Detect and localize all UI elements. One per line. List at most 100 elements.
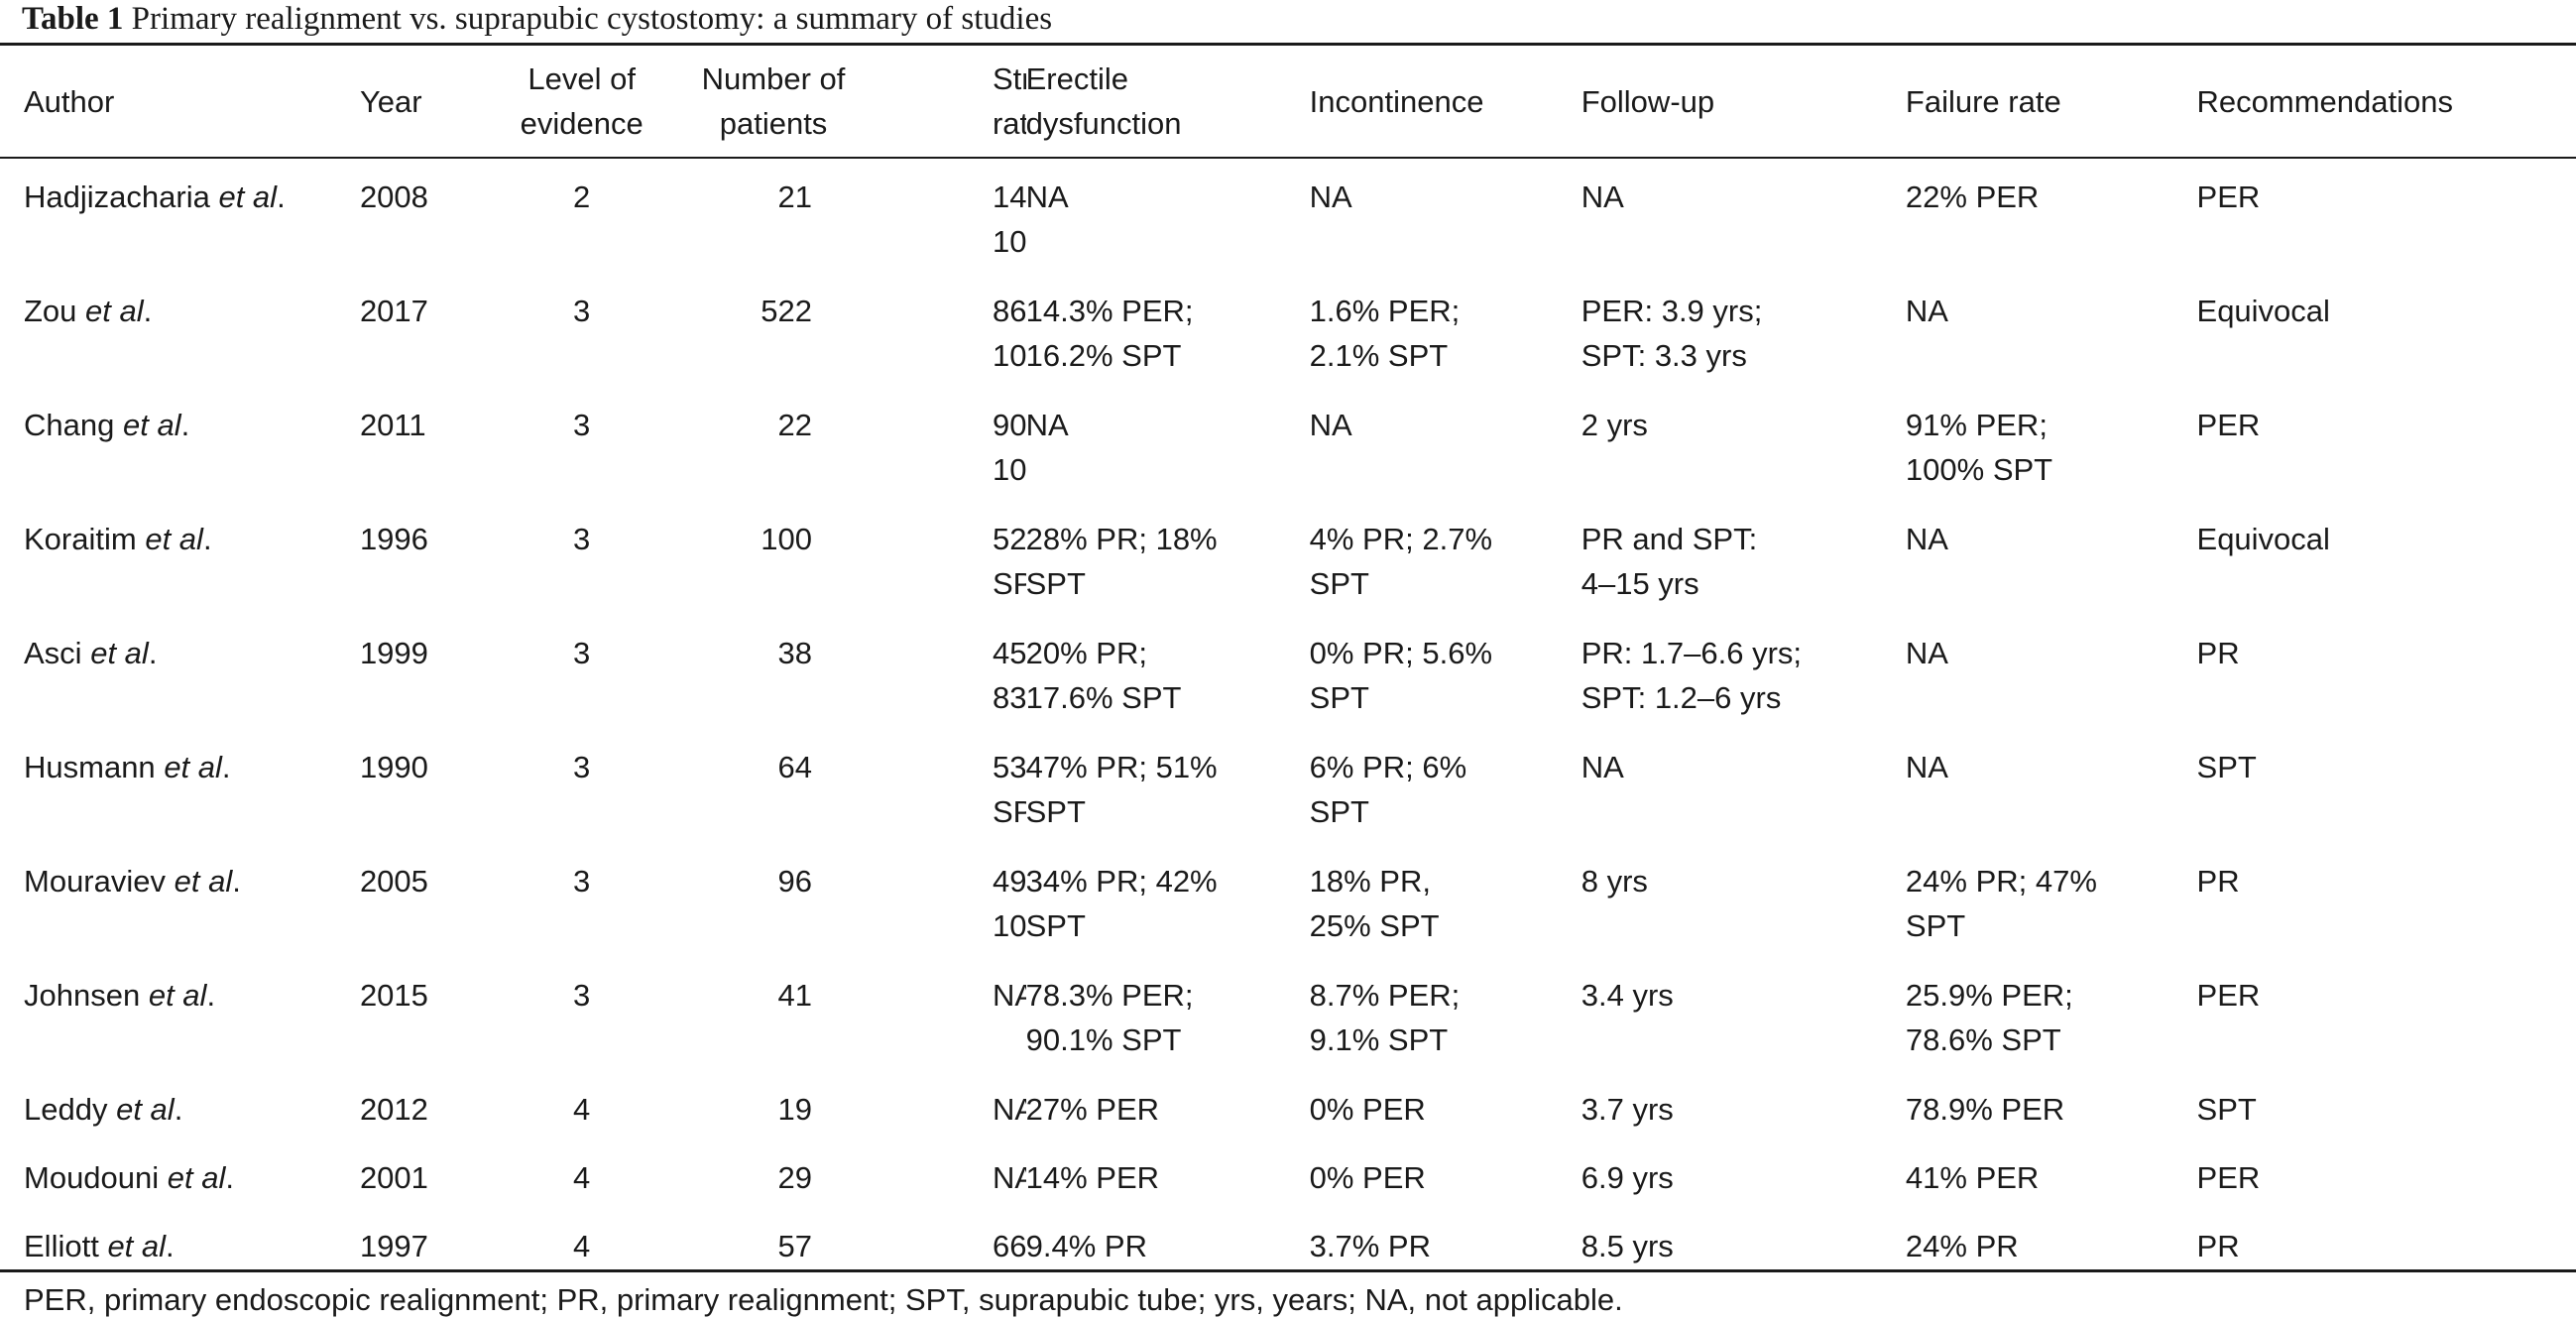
studies-table: Author Year Level of evidence Number of …	[0, 46, 2576, 1274]
cell-recommendation: SPT	[2196, 1092, 2257, 1127]
cell-stricture-line: SPT	[992, 794, 1026, 829]
cell-followup: 2 yrs	[1581, 385, 1906, 499]
cell-erectile-line: 14% PER	[1025, 1160, 1160, 1195]
cell-failure-line: NA	[1905, 750, 1948, 784]
cell-stricture: 66% PR	[876, 1206, 1026, 1274]
cell-failure: NA	[1906, 499, 2197, 613]
cell-recommendation: PER	[2196, 408, 2261, 442]
table-caption: Table 1 Primary realignment vs. suprapub…	[22, 0, 1052, 40]
cell-patients: 57	[777, 1229, 812, 1263]
author-etal: et al	[122, 408, 181, 442]
cell-recommendation: SPT	[2196, 750, 2257, 784]
cell-followup: PR: 1.7–6.6 yrs; SPT: 1.2–6 yrs	[1581, 613, 1906, 727]
cell-author: Asci et al.	[24, 636, 158, 670]
cell-failure: NA	[1906, 271, 2197, 385]
author-etal: et al	[164, 750, 222, 784]
cell-recommendation: Equivocal	[2196, 294, 2330, 328]
cell-level: 4	[573, 1092, 591, 1127]
cell-stricture-line: 100% SPT	[992, 338, 1026, 373]
cell-stricture-line: SPT	[992, 566, 1026, 601]
cell-incontinence-line: NA	[1309, 180, 1352, 214]
cell-incontinence-line: 4% PR; 2.7%	[1309, 522, 1493, 556]
header-level-line-1: Level of	[527, 61, 636, 96]
cell-incontinence: 0% PR; 5.6% SPT	[1310, 613, 1581, 727]
table-row: Chang et al. 2011 3 22 90% PER; 100% SPT NA NA 2…	[0, 385, 2576, 499]
author-etal: et al	[85, 294, 144, 328]
cell-followup: NA	[1581, 157, 1906, 271]
cell-level: 4	[573, 1229, 591, 1263]
header-erectile: Erectile dysfunction	[1026, 46, 1310, 157]
cell-failure-line: NA	[1905, 636, 1948, 670]
author-etal: et al	[218, 180, 278, 214]
cell-recommendation: PER	[2196, 180, 2261, 214]
cell-year: 2015	[359, 978, 428, 1013]
table-row: Leddy et al. 2012 4 19 NA 27% PER 0% PER 3.7 yr…	[0, 1069, 2576, 1138]
cell-erectile-line: 14.3% PER;	[1025, 294, 1194, 328]
cell-erectile-line: 90.1% SPT	[1025, 1022, 1182, 1057]
cell-recommendation: PR	[2196, 636, 2240, 670]
cell-year: 2005	[359, 864, 428, 899]
header-followup: Follow-up	[1581, 83, 1715, 119]
cell-failure: NA	[1906, 727, 2197, 841]
header-patients: Number of patients	[671, 46, 876, 157]
cell-followup: NA	[1581, 727, 1906, 841]
author-name: Hadjizacharia	[24, 180, 210, 214]
cell-failure-line: 25.9% PER;	[1905, 978, 2073, 1013]
cell-stricture-line: NA	[992, 1160, 1026, 1195]
cell-author: Mouraviev et al.	[24, 864, 241, 899]
cell-followup: 8.5 yrs	[1581, 1206, 1906, 1274]
cell-author: Johnsen et al.	[24, 978, 216, 1013]
cell-failure-line: 41% PER	[1905, 1160, 2040, 1195]
cell-stricture: 45% PR; 83.3% SPT	[876, 613, 1026, 727]
cell-patients: 29	[777, 1160, 812, 1195]
caption-label: Table 1	[22, 1, 124, 37]
table-row: Elliott et al. 1997 4 57 66% PR9.4% PR 3.7% P…	[0, 1206, 2576, 1274]
header-failure: Failure rate	[1905, 83, 2061, 119]
cell-stricture-line: NA	[992, 1092, 1026, 1127]
cell-author: Zou et al.	[24, 294, 153, 328]
cell-patients: 19	[777, 1092, 812, 1127]
header-level-line-2: evidence	[520, 106, 644, 141]
cell-author: Husmann et al.	[24, 750, 231, 784]
cell-year: 2017	[359, 294, 428, 328]
cell-followup-line: 4–15 yrs	[1581, 566, 1699, 601]
table-footnote: PER, primary endoscopic realignment; PR,…	[24, 1282, 1623, 1317]
cell-level: 3	[573, 408, 591, 442]
cell-followup-line: 6.9 yrs	[1581, 1160, 1674, 1195]
cell-incontinence: 3.7% PR	[1310, 1206, 1581, 1274]
header-author: Author	[24, 83, 115, 119]
cell-stricture-line: 53% PR; 95%	[992, 750, 1026, 784]
cell-incontinence: 4% PR; 2.7% SPT	[1310, 499, 1581, 613]
cell-erectile: 14.3% PER; 16.2% SPT	[1026, 271, 1310, 385]
cell-failure-line: 24% PR; 47%	[1905, 864, 2097, 899]
header-patients-line-2: patients	[719, 106, 828, 141]
cell-patients: 21	[777, 180, 812, 214]
cell-followup: 6.9 yrs	[1581, 1138, 1906, 1206]
cell-erectile-line: 17.6% SPT	[1025, 680, 1182, 715]
author-name: Mouraviev	[24, 864, 166, 899]
cell-patients: 41	[777, 978, 812, 1013]
cell-failure: 41% PER	[1906, 1138, 2197, 1206]
cell-stricture: NA	[876, 955, 1026, 1069]
cell-level: 3	[573, 864, 591, 899]
cell-followup-line: NA	[1581, 180, 1624, 214]
cell-stricture-line: 52% PR; 97%	[992, 522, 1026, 556]
cell-level: 3	[573, 294, 591, 328]
author-etal: et al	[116, 1092, 175, 1127]
author-name: Johnsen	[24, 978, 141, 1013]
cell-author: Koraitim et al.	[24, 522, 212, 556]
cell-erectile-line: 78.3% PER;	[1025, 978, 1194, 1013]
cell-failure: NA	[1906, 613, 2197, 727]
cell-stricture: 52% PR; 97% SPT	[876, 499, 1026, 613]
cell-failure: 91% PER; 100% SPT	[1906, 385, 2197, 499]
cell-level: 3	[573, 522, 591, 556]
cell-followup-line: 2 yrs	[1581, 408, 1648, 442]
cell-failure-line: 91% PER;	[1905, 408, 2048, 442]
header-row: Author Year Level of evidence Number of …	[0, 46, 2576, 157]
cell-erectile: 27% PER	[1026, 1069, 1310, 1138]
cell-patients: 100	[761, 522, 812, 556]
cell-recommendation: PR	[2196, 1229, 2240, 1263]
